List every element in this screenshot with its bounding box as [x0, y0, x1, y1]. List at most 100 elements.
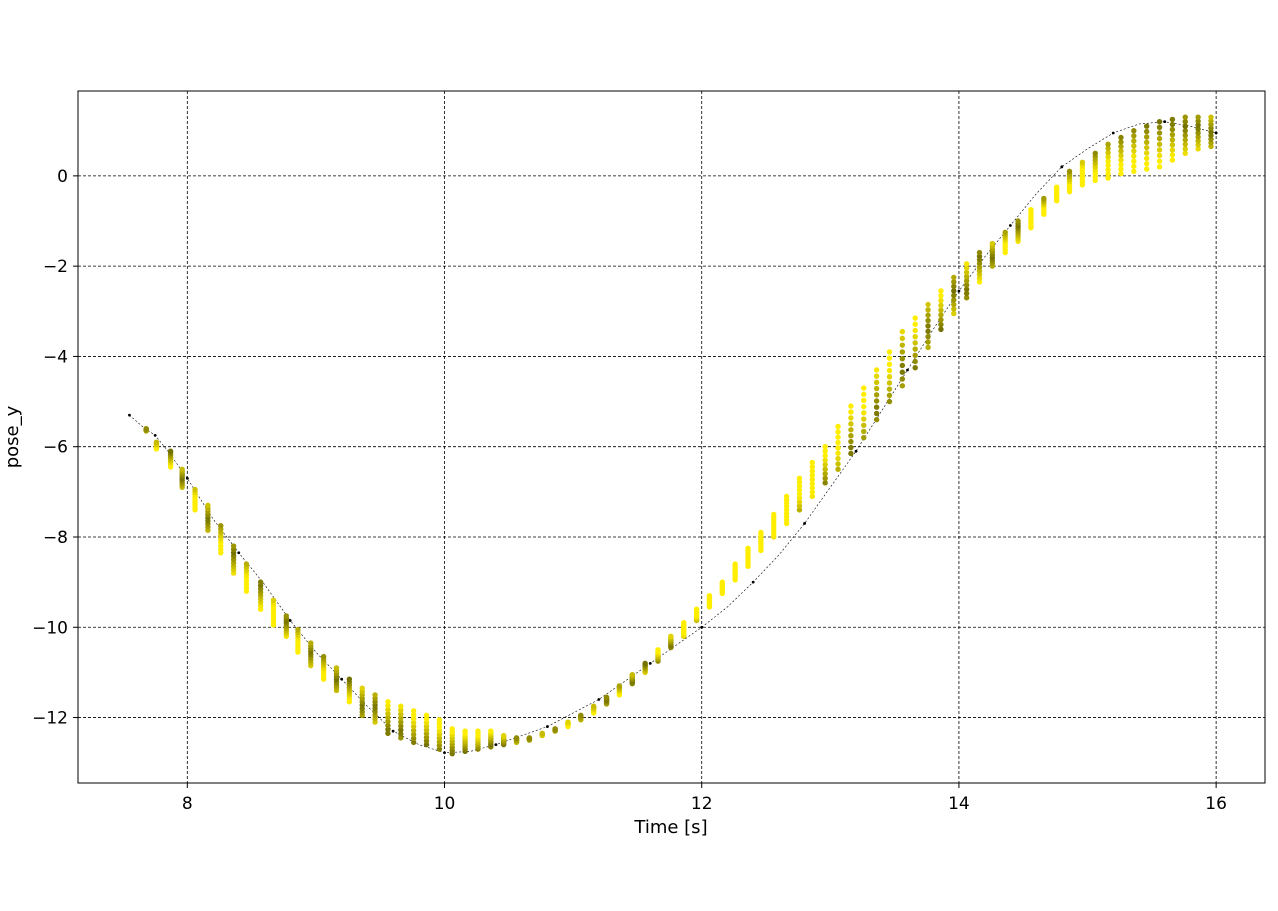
data-point [938, 317, 944, 323]
data-point [1002, 229, 1008, 235]
data-point [167, 448, 174, 454]
data-point [912, 352, 918, 358]
data-point [848, 415, 854, 421]
data-point [629, 671, 635, 678]
data-point [1182, 150, 1188, 156]
grid-layer [78, 91, 1265, 783]
data-point [938, 326, 944, 333]
data-point [963, 273, 970, 280]
data-point [1195, 114, 1201, 120]
data-point [861, 385, 867, 391]
data-point [1169, 121, 1176, 128]
reference-point [648, 661, 652, 665]
data-point [809, 476, 816, 483]
data-point [230, 543, 237, 549]
data-point [257, 579, 264, 585]
data-point [938, 293, 944, 299]
data-point [861, 428, 867, 435]
data-point [861, 410, 867, 416]
data-point [848, 433, 854, 439]
points-layer [143, 114, 1214, 757]
data-point [809, 485, 816, 491]
data-point [1169, 152, 1176, 158]
data-point [912, 321, 918, 327]
data-point [449, 726, 455, 732]
data-point [873, 404, 880, 410]
data-point [1182, 128, 1188, 134]
reference-point [340, 677, 344, 681]
data-point [295, 626, 301, 633]
data-point [886, 398, 893, 405]
data-point [398, 723, 404, 729]
data-point [320, 653, 327, 660]
data-point [500, 732, 507, 739]
data-point [796, 483, 803, 489]
data-point [475, 728, 481, 734]
data-point [951, 301, 957, 308]
data-point [410, 715, 417, 722]
data-point [398, 715, 404, 721]
y-tick-label: −4 [43, 347, 68, 367]
data-point [385, 714, 391, 721]
data-point [1131, 168, 1137, 175]
data-point [873, 410, 880, 417]
data-point [899, 328, 906, 335]
data-point [809, 489, 816, 495]
data-point [410, 723, 417, 730]
data-point [1195, 142, 1201, 148]
y-tick-label: −2 [43, 257, 68, 277]
data-point [1182, 132, 1188, 138]
data-point [385, 722, 391, 729]
data-point [398, 719, 404, 725]
data-point [822, 448, 828, 454]
data-point [1195, 118, 1201, 124]
data-point [835, 439, 841, 446]
data-point [655, 647, 661, 653]
data-point [179, 466, 185, 472]
data-point [1143, 139, 1150, 145]
tick-layer: 8 10 12 14 16 0 −2 −4 −6 −8 −10 −12 [32, 167, 1227, 814]
data-point [745, 545, 751, 551]
reference-point [1008, 224, 1012, 227]
data-point [385, 702, 391, 709]
data-point [333, 665, 340, 671]
data-point [835, 434, 841, 440]
data-point [205, 502, 211, 509]
data-point [1169, 116, 1176, 123]
reference-point [957, 289, 961, 293]
data-point [835, 445, 841, 451]
y-tick-label: 0 [57, 167, 68, 187]
data-point [398, 707, 404, 713]
data-point [963, 286, 970, 292]
data-point [886, 392, 893, 399]
data-point [925, 344, 931, 351]
data-point [1169, 147, 1176, 153]
data-point [1118, 148, 1124, 154]
data-point [848, 403, 854, 409]
data-point [539, 730, 545, 737]
y-tick-label: −6 [43, 438, 68, 458]
data-point [1156, 147, 1163, 153]
data-point [886, 361, 893, 368]
data-point [1195, 138, 1201, 144]
data-point [1169, 131, 1176, 138]
data-point [861, 434, 867, 441]
reference-line-layer [128, 120, 1218, 755]
data-point [886, 367, 893, 374]
data-point [732, 561, 738, 567]
data-point [1118, 134, 1124, 141]
data-point [835, 466, 841, 472]
data-point [822, 475, 828, 482]
data-point [1143, 161, 1150, 167]
reference-point [854, 449, 858, 453]
data-point [1169, 157, 1176, 163]
data-point [963, 261, 970, 267]
data-point [835, 455, 841, 462]
data-point [886, 374, 893, 380]
data-point [143, 425, 149, 432]
data-point [835, 423, 841, 430]
data-point [822, 471, 828, 477]
y-axis-label: pose_y [2, 405, 23, 468]
data-point [385, 726, 391, 733]
data-point [642, 660, 648, 667]
